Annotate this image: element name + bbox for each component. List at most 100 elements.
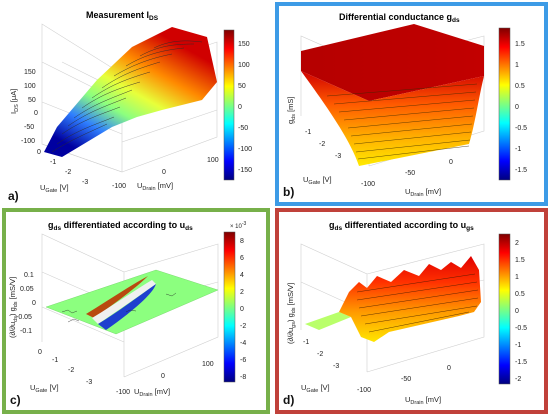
panel-d-xlabel: UGate [V]: [301, 383, 330, 394]
b-ytick-0: -100: [361, 181, 375, 188]
a-ctick-2: 50: [238, 83, 246, 90]
panel-a-zlabel: IDS [μA]: [9, 89, 20, 114]
d-ctick-7: -1.5: [515, 359, 527, 366]
panel-c-label: c): [10, 393, 21, 407]
panel-a-colorbar: [223, 29, 235, 181]
panel-d-colorbar: [498, 233, 511, 385]
c-ctick-7: -6: [240, 357, 246, 364]
panel-c-zlabel: (∂/∂uds) gds [mS/V]: [8, 277, 19, 338]
a-ztick-5: -100: [21, 138, 35, 145]
panel-b-surface-drop: [301, 71, 484, 166]
panel-d-x-ticks: -1 -2 -3: [303, 339, 339, 370]
panel-b-ylabel: UDrain [mV]: [405, 187, 441, 198]
c-xtick-3: -3: [86, 379, 92, 386]
panel-d-surface-flat: [305, 312, 351, 330]
panel-d-title: gds differentiated according to ugs: [329, 220, 474, 232]
a-ytick-1: 0: [162, 169, 166, 176]
c-ctick-6: -4: [240, 340, 246, 347]
d-xtick-1: -2: [317, 351, 323, 358]
b-ctick-5: -1: [515, 146, 521, 153]
a-xtick-3: -3: [82, 179, 88, 186]
b-ctick-2: 0.5: [515, 83, 525, 90]
b-ctick-4: -0.5: [515, 125, 527, 132]
b-xtick-2: -3: [335, 153, 341, 160]
a-ctick-0: 150: [238, 41, 250, 48]
panel-d: -1 -2 -3 -100 -50 0 (∂/∂ugs) gds [mS/V] …: [275, 208, 548, 414]
panel-d-plot: -1 -2 -3 -100 -50 0 (∂/∂ugs) gds [mS/V] …: [283, 220, 527, 407]
d-ctick-8: -2: [515, 376, 521, 383]
a-ytick-2: 100: [207, 157, 219, 164]
c-xtick-2: -2: [68, 367, 74, 374]
c-ytick-1: 0: [161, 373, 165, 380]
d-ctick-2: 1: [515, 274, 519, 281]
b-ctick-3: 0: [515, 104, 519, 111]
panel-d-y-ticks: -100 -50 0: [357, 365, 451, 394]
a-ztick-3: 0: [34, 110, 38, 117]
a-ztick-1: 100: [24, 83, 36, 90]
panel-a-label: a): [8, 189, 19, 203]
d-ctick-4: 0: [515, 308, 519, 315]
panel-c-ridge-highlight: [92, 280, 156, 324]
d-ctick-6: -1: [515, 342, 521, 349]
panel-b-zlabel: gds [mS]: [286, 97, 297, 125]
panel-b-colorbar: [498, 27, 511, 181]
c-ztick-1: 0.05: [20, 286, 34, 293]
panel-a-surface: [44, 27, 217, 157]
panel-a-ylabel: UDrain [mV]: [137, 181, 173, 192]
d-ytick-2: 0: [447, 365, 451, 372]
panel-b-contours: [326, 83, 478, 160]
c-xtick-0: 0: [38, 349, 42, 356]
c-ztick-3: -0.05: [16, 314, 32, 321]
d-xtick-2: -3: [333, 363, 339, 370]
d-ytick-0: -100: [357, 387, 371, 394]
panel-d-ylabel: UDrain [mV]: [405, 395, 441, 406]
panel-c-x-ticks: 0 -1 -2 -3: [38, 349, 92, 386]
c-ytick-2: 100: [202, 361, 214, 368]
a-ytick-0: -100: [112, 183, 126, 190]
panel-b-label: b): [283, 185, 294, 199]
c-xtick-1: -1: [52, 357, 58, 364]
a-ctick-6: -150: [238, 167, 252, 174]
a-ctick-3: 0: [238, 104, 242, 111]
b-ytick-1: -50: [405, 170, 415, 177]
panel-a-cbar-ticks: 150 100 50 0 -50 -100 -150: [238, 41, 252, 174]
c-ctick-8: -8: [240, 374, 246, 381]
c-ctick-3: 2: [240, 289, 244, 296]
panel-a-plot: 150 100 50 0 -50 -100 0 -1 -2 -3 -100 0 …: [8, 10, 252, 203]
panel-b-title: Differential conductance gds: [339, 12, 460, 24]
b-ctick-6: -1.5: [515, 167, 527, 174]
panel-b-y-ticks: -100 -50 0: [361, 159, 453, 188]
panel-c-ridge-negative: [98, 284, 156, 330]
a-ztick-2: 50: [28, 97, 36, 104]
panel-d-surface-ridge: [339, 256, 481, 342]
panel-c-plot: 0.1 0.05 0 -0.05 -0.1 0 -1 -2 -3 -100 0 …: [8, 220, 247, 407]
panel-a-title: Measurement IDS: [86, 10, 159, 22]
panel-b-surface-top: [301, 24, 484, 101]
d-xtick-0: -1: [303, 339, 309, 346]
panel-b-x-ticks: -1 -2 -3: [305, 129, 341, 160]
panel-a: 150 100 50 0 -50 -100 0 -1 -2 -3 -100 0 …: [2, 2, 270, 206]
panel-c-z-ticks: 0.1 0.05 0 -0.05 -0.1: [16, 272, 36, 335]
b-ytick-2: 0: [449, 159, 453, 166]
panel-a-x-ticks: 0 -1 -2 -3: [37, 149, 88, 186]
a-ztick-4: -50: [24, 124, 34, 131]
a-ctick-4: -50: [238, 125, 248, 132]
c-ctick-5: -2: [240, 323, 246, 330]
panel-c-colorbar: [223, 231, 236, 383]
c-ctick-2: 4: [240, 272, 244, 279]
panel-c-xlabel: UGate [V]: [30, 383, 59, 394]
b-xtick-0: -1: [305, 129, 311, 136]
c-ctick-4: 0: [240, 306, 244, 313]
panel-d-label: d): [283, 393, 294, 407]
panel-c: 0.1 0.05 0 -0.05 -0.1 0 -1 -2 -3 -100 0 …: [2, 208, 270, 414]
panel-a-xlabel: UGate [V]: [40, 183, 69, 194]
b-ctick-1: 1: [515, 62, 519, 69]
panel-c-contours: [61, 292, 177, 323]
panel-a-y-ticks: -100 0 100: [112, 157, 219, 190]
panel-c-title: gds differentiated according to uds: [48, 220, 193, 232]
panel-c-cbar-ticks: 8 6 4 2 0 -2 -4 -6 -8: [240, 238, 246, 381]
panel-b-xlabel: UGate [V]: [303, 175, 332, 186]
c-ztick-0: 0.1: [24, 272, 34, 279]
a-xtick-0: 0: [37, 149, 41, 156]
c-ctick-1: 6: [240, 255, 244, 262]
